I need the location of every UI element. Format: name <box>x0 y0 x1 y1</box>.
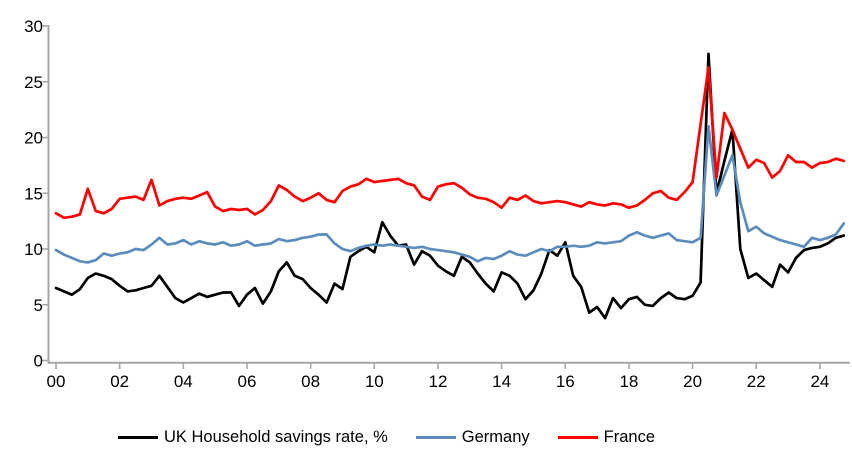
series-line-uk <box>54 52 846 320</box>
y-tick-label: 5 <box>34 296 43 315</box>
x-tick-label: 00 <box>47 372 66 391</box>
x-tick-label: 20 <box>683 372 702 391</box>
legend-item-uk: UK Household savings rate, % <box>118 428 388 447</box>
y-tick-label: 25 <box>24 73 43 92</box>
y-tick-label: 10 <box>24 240 43 259</box>
uk-line-swatch <box>118 436 158 439</box>
x-tick-label: 04 <box>174 372 193 391</box>
legend-label-germany: Germany <box>461 428 530 446</box>
x-tick-label: 10 <box>365 372 384 391</box>
chart-legend: UK Household savings rate, % Germany Fra… <box>118 428 655 447</box>
x-tick-label: 02 <box>110 372 129 391</box>
chart-plot-area: 0 5 10 15 20 25 30 00 02 04 06 08 10 12 14 16 18 20 22 24 <box>24 17 850 391</box>
x-tick-label: 06 <box>238 372 257 391</box>
legend-label-uk: UK Household savings rate, % <box>164 428 388 446</box>
series-line-france <box>54 65 846 220</box>
legend-label-france: France <box>603 428 655 446</box>
y-tick-label: 0 <box>34 352 43 371</box>
germany-line-swatch <box>415 436 456 439</box>
x-tick-label: 08 <box>301 372 320 391</box>
x-tick-label: 16 <box>556 372 575 391</box>
legend-item-france: France <box>557 428 655 447</box>
y-tick-label: 15 <box>24 184 43 203</box>
x-tick-label: 12 <box>428 372 447 391</box>
x-tick-label: 18 <box>619 372 638 391</box>
x-tick-label: 22 <box>747 372 766 391</box>
series-line-germany <box>54 124 846 264</box>
y-tick-label: 30 <box>24 17 43 36</box>
x-tick-label: 24 <box>810 372 829 391</box>
y-tick-label: 20 <box>24 129 43 148</box>
legend-item-germany: Germany <box>415 428 530 447</box>
france-line-swatch <box>557 436 598 439</box>
x-tick-label: 14 <box>492 372 511 391</box>
